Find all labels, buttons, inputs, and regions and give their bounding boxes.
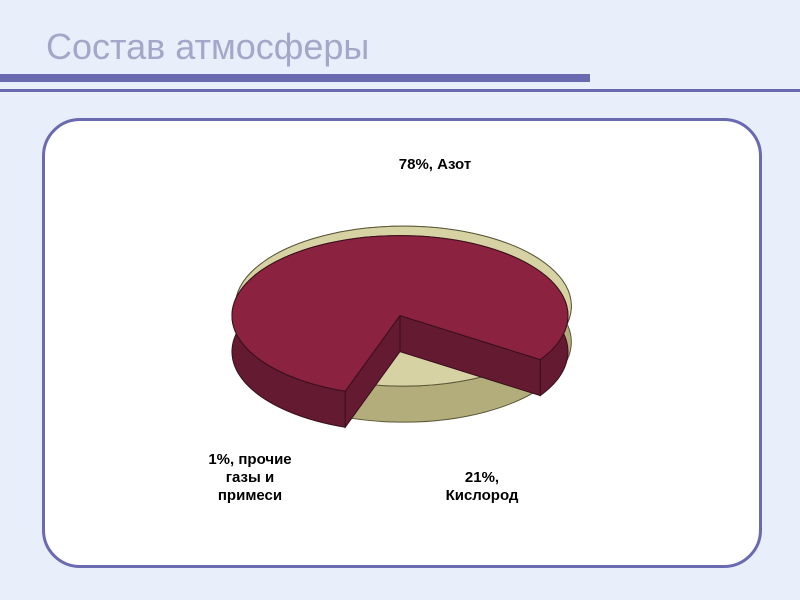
title-area: Состав атмосферы (0, 0, 800, 108)
pie-chart: 78%, Азот 1%, прочиегазы ипримеси 21%,Кисл… (45, 121, 759, 565)
pie-svg (195, 181, 595, 461)
slide-title: Состав атмосферы (46, 26, 369, 68)
title-rule-thin (0, 89, 800, 92)
pie-label-nitrogen: 78%, Азот (335, 156, 535, 174)
pie-label-oxygen: 21%,Кислород (417, 469, 547, 505)
slide: Состав атмосферы 78%, Азот 1%, прочиегазы… (0, 0, 800, 600)
pie-label-other: 1%, прочиегазы ипримеси (185, 451, 315, 505)
title-rule-thick (0, 74, 590, 82)
content-frame: 78%, Азот 1%, прочиегазы ипримеси 21%,Кисл… (42, 118, 762, 568)
